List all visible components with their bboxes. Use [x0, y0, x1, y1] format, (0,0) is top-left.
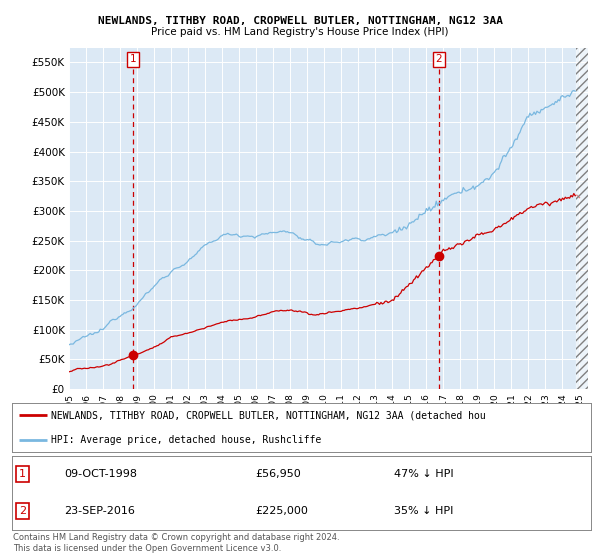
Text: £225,000: £225,000 [255, 506, 308, 516]
Text: NEWLANDS, TITHBY ROAD, CROPWELL BUTLER, NOTTINGHAM, NG12 3AA: NEWLANDS, TITHBY ROAD, CROPWELL BUTLER, … [97, 16, 503, 26]
Bar [576, 48, 588, 389]
Text: 35% ↓ HPI: 35% ↓ HPI [394, 506, 454, 516]
Text: 23-SEP-2016: 23-SEP-2016 [64, 506, 135, 516]
Text: 2: 2 [436, 54, 442, 64]
Text: Price paid vs. HM Land Registry's House Price Index (HPI): Price paid vs. HM Land Registry's House … [151, 27, 449, 37]
Text: NEWLANDS, TITHBY ROAD, CROPWELL BUTLER, NOTTINGHAM, NG12 3AA (detached hou: NEWLANDS, TITHBY ROAD, CROPWELL BUTLER, … [52, 410, 486, 420]
Text: 1: 1 [130, 54, 136, 64]
Text: Contains HM Land Registry data © Crown copyright and database right 2024.
This d: Contains HM Land Registry data © Crown c… [13, 533, 340, 553]
Text: HPI: Average price, detached house, Rushcliffe: HPI: Average price, detached house, Rush… [52, 435, 322, 445]
Text: 1: 1 [19, 469, 26, 479]
Text: 47% ↓ HPI: 47% ↓ HPI [394, 469, 454, 479]
Text: £56,950: £56,950 [255, 469, 301, 479]
Text: 2: 2 [19, 506, 26, 516]
Text: 09-OCT-1998: 09-OCT-1998 [64, 469, 137, 479]
